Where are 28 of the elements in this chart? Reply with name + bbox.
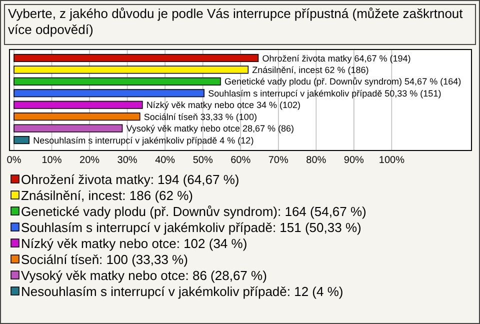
x-tick-label: 30% [117,155,138,166]
legend-label: Souhlasím s interrupcí v jakémkoliv případě: 151 (50,33 %) [21,220,362,235]
legend-label: Znásilnění, incest: 186 (62 %) [21,188,193,203]
x-tick-label: 20% [80,155,100,166]
category-label: Nízký věk matky nebo otce 34 % (102) [146,100,300,110]
x-tick-label: 50% [192,155,213,166]
legend-label: Nízký věk matky nebo otce: 102 (34 %) [21,236,248,251]
category-label: Ohrožení života matky 64,67 % (194) [262,53,411,64]
category-label: Vysoký věk matky nebo otce 28,67 % (86) [126,124,294,134]
x-tick-label: 80% [306,155,326,166]
x-tick-label: 70% [268,155,288,166]
category-label: Sociální tíseň 33,33 % (100) [144,112,257,122]
legend-label: Nesouhlasím s interrupcí v jakémkoliv případě: 12 (4 %) [21,284,344,299]
x-tick-label: 10% [42,155,62,166]
category-label: Genetické vady plodu (př. Downův syndrom) 54,67 % (164) [224,76,462,87]
category-label: Nesouhlasím s interrupcí v jakémkoliv případě 4 % (12) [33,135,254,146]
legend-label: Genetické vady plodu (př. Downův syndrom): 164 (54,67 %) [21,204,366,219]
legend-label: Sociální tíseň: 100 (33,33 %) [21,252,188,267]
category-label: Znásilnění, incest 62 % (186) [252,65,369,75]
legend-label: Vysoký věk matky nebo otce: 86 (28,67 %) [21,268,267,283]
chart-title: Vyberte, z jakého důvodu je podle Vás interrupce přípustná (můžete zaškrtnout více odpovědí) [8,6,464,38]
x-tick-label: 100% [378,155,405,166]
x-tick-label: 40% [155,155,176,166]
x-tick-label: 90% [344,155,364,166]
x-tick-label: 0% [6,155,22,166]
legend-label: Ohrožení života matky: 194 (64,67 %) [21,172,240,187]
x-tick-label: 60% [230,155,251,166]
category-label: Souhlasím s interrupcí v jakémkoliv případě 50,33 % (151) [208,88,442,98]
